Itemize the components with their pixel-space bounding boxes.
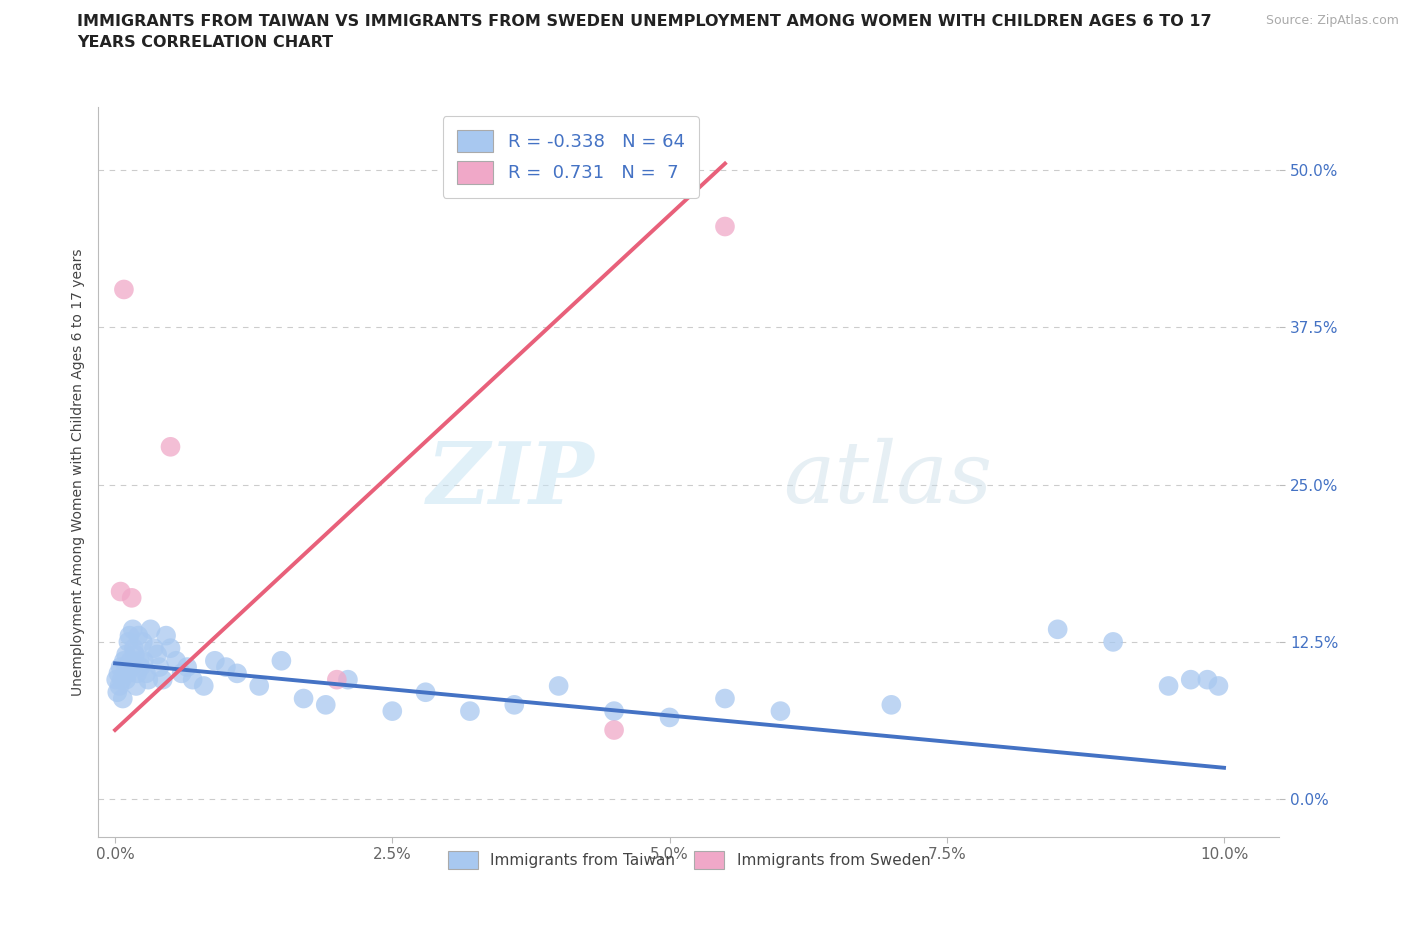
Point (111, 672, 134, 687)
Point (176, 659, 198, 674)
Point (121, 659, 143, 674)
Point (226, 666, 249, 681)
Point (110, 659, 132, 674)
Point (415, 684, 437, 699)
Point (193, 679, 215, 694)
Point (714, 691, 737, 706)
Point (1102, 634, 1125, 649)
Point (603, 723, 626, 737)
Point (127, 666, 149, 681)
Point (1180, 672, 1202, 687)
Point (292, 691, 315, 706)
Point (204, 654, 226, 669)
Point (110, 584, 132, 599)
Point (714, 219, 737, 234)
Point (114, 666, 136, 681)
Point (107, 666, 129, 681)
Point (326, 672, 349, 687)
Point (1157, 679, 1180, 694)
Text: Source: ZipAtlas.com: Source: ZipAtlas.com (1265, 14, 1399, 27)
Point (115, 672, 138, 687)
Point (547, 679, 569, 694)
Point (124, 647, 146, 662)
Legend: Immigrants from Taiwan, Immigrants from Sweden: Immigrants from Taiwan, Immigrants from … (440, 843, 938, 877)
Point (122, 641, 145, 656)
Point (111, 691, 134, 706)
Text: atlas: atlas (783, 438, 993, 521)
Point (127, 628, 149, 643)
Point (152, 672, 174, 687)
Y-axis label: Unemployment Among Women with Children Ages 6 to 17 years: Unemployment Among Women with Children A… (70, 248, 84, 696)
Point (146, 647, 169, 662)
Point (270, 654, 292, 669)
Point (1197, 672, 1219, 687)
Point (121, 591, 143, 605)
Point (132, 634, 155, 649)
Point (125, 679, 148, 694)
Point (120, 654, 142, 669)
Point (1208, 679, 1230, 694)
Point (108, 679, 131, 694)
Text: ZIP: ZIP (426, 437, 595, 521)
Point (105, 672, 128, 687)
Point (117, 666, 139, 681)
Point (159, 439, 181, 454)
Point (139, 622, 162, 637)
Point (1046, 622, 1069, 637)
Point (155, 628, 177, 643)
Point (118, 628, 141, 643)
Point (247, 679, 270, 694)
Point (165, 654, 187, 669)
Point (181, 672, 204, 687)
Text: IMMIGRANTS FROM TAIWAN VS IMMIGRANTS FROM SWEDEN UNEMPLOYMENT AMONG WOMEN WITH C: IMMIGRANTS FROM TAIWAN VS IMMIGRANTS FRO… (77, 14, 1212, 29)
Point (159, 641, 181, 656)
Point (112, 282, 135, 297)
Point (603, 704, 626, 719)
Point (458, 704, 481, 719)
Point (136, 672, 159, 687)
Point (135, 666, 157, 681)
Point (142, 641, 165, 656)
Point (880, 698, 903, 712)
Point (129, 659, 152, 674)
Point (117, 634, 139, 649)
Point (128, 654, 150, 669)
Point (112, 654, 135, 669)
Point (115, 647, 138, 662)
Text: YEARS CORRELATION CHART: YEARS CORRELATION CHART (77, 35, 333, 50)
Point (148, 659, 170, 674)
Point (215, 659, 238, 674)
Point (105, 684, 128, 699)
Point (132, 654, 155, 669)
Point (121, 622, 143, 637)
Point (769, 704, 792, 719)
Point (336, 672, 359, 687)
Point (503, 698, 526, 712)
Point (170, 666, 193, 681)
Point (381, 704, 404, 719)
Point (315, 698, 337, 712)
Point (658, 710, 681, 724)
